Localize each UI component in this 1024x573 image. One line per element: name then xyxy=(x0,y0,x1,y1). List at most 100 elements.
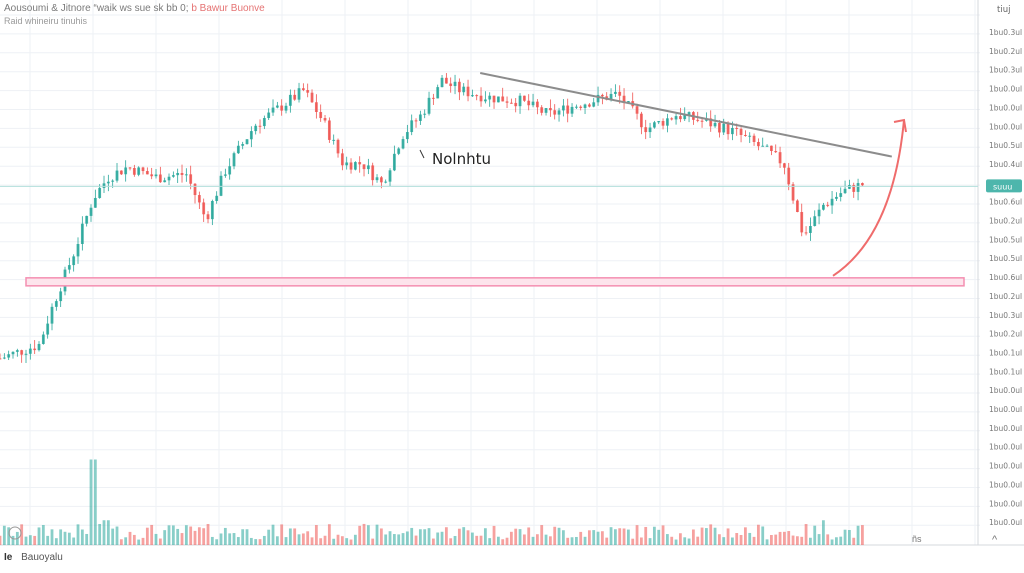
volume-bar xyxy=(353,534,357,545)
volume-bar xyxy=(202,528,206,545)
candle-body xyxy=(11,351,15,355)
volume-bar xyxy=(33,535,37,545)
candle-body xyxy=(388,170,392,182)
candle-body xyxy=(440,77,444,88)
volume-bar xyxy=(756,524,760,545)
candle-body xyxy=(713,122,717,127)
candle-body xyxy=(570,106,574,114)
volume-bar xyxy=(674,539,678,545)
time-axis-label: ñs xyxy=(912,534,922,544)
candle-body xyxy=(730,127,734,135)
volume-bar xyxy=(774,534,778,545)
volume-bar xyxy=(111,528,115,545)
volume-bar xyxy=(2,525,6,545)
volume-bar xyxy=(600,531,604,545)
candle-body xyxy=(453,81,457,87)
candle-body xyxy=(830,198,834,206)
candle-body xyxy=(80,223,84,244)
volume-bar xyxy=(280,524,284,545)
candle-body xyxy=(124,167,128,175)
volume-bar xyxy=(171,525,175,545)
candle-body xyxy=(0,358,2,360)
volume-bar xyxy=(254,539,258,545)
volume-bar xyxy=(722,537,726,545)
candle-body xyxy=(219,175,223,196)
volume-bar xyxy=(730,537,734,545)
candle-body xyxy=(804,232,808,234)
volume-bar xyxy=(509,531,513,545)
volume-bar xyxy=(778,531,782,545)
volume-bar xyxy=(145,527,149,545)
footer-bar: Ie Bauoyalu xyxy=(4,552,63,563)
volume-bar xyxy=(46,535,50,545)
candle-body xyxy=(557,110,561,115)
candle-body xyxy=(800,212,804,233)
volume-bar xyxy=(271,524,275,545)
volume-bar xyxy=(124,537,128,545)
candle-body xyxy=(102,183,106,188)
volume-bar xyxy=(713,527,717,545)
candle-body xyxy=(163,180,167,183)
y-tick-label: 1bu0.1ul xyxy=(989,348,1022,357)
y-tick-label: 1bu0.0ul xyxy=(989,462,1022,471)
volume-bar xyxy=(262,535,266,545)
candle-body xyxy=(184,174,188,176)
volume-bar xyxy=(41,525,45,545)
volume-bar xyxy=(470,532,474,545)
volume-bar xyxy=(861,525,864,545)
candle-body xyxy=(2,357,6,359)
volume-bar xyxy=(340,536,344,545)
volume-bar xyxy=(856,525,860,545)
volume-bar xyxy=(245,529,249,545)
chevron-up-icon[interactable]: ^ xyxy=(992,534,998,546)
y-axis-top-label: tiuj xyxy=(997,5,1010,15)
candle-body xyxy=(111,180,115,182)
candle-body xyxy=(449,83,453,87)
volume-bar xyxy=(258,539,262,545)
candle-body xyxy=(778,152,782,164)
candle-body xyxy=(492,95,496,103)
candle-body xyxy=(592,102,596,107)
projection-arrowhead xyxy=(893,118,907,133)
volume-bar xyxy=(418,529,422,545)
volume-bar xyxy=(548,536,552,545)
volume-bar xyxy=(531,536,535,545)
volume-bar xyxy=(59,529,63,545)
volume-bar xyxy=(843,529,847,545)
volume-bar xyxy=(804,524,808,545)
candle-body xyxy=(622,95,626,104)
volume-bar xyxy=(652,526,656,545)
volume-bar xyxy=(67,532,71,545)
volume-bar xyxy=(141,537,145,545)
y-tick-label: 1bu0.2ul xyxy=(989,292,1022,301)
volume-bar xyxy=(167,525,171,545)
candle-body xyxy=(483,99,487,102)
candle-body xyxy=(288,94,292,106)
symbol-info-accent: b Bawur Buonve xyxy=(191,3,265,14)
volume-bar xyxy=(626,529,630,545)
candle-body xyxy=(85,215,89,224)
candle-body xyxy=(262,118,266,127)
candle-body xyxy=(249,131,253,140)
volume-bar xyxy=(847,530,851,545)
candle-body xyxy=(280,105,284,111)
candle-body xyxy=(561,105,565,111)
y-tick-label: 1bu0.3ul xyxy=(989,66,1022,75)
candle-body xyxy=(821,204,825,210)
candle-body xyxy=(33,348,37,351)
volume-bar xyxy=(63,531,67,545)
candle-body xyxy=(726,123,730,135)
volume-bar xyxy=(761,526,765,545)
candle-body xyxy=(158,174,162,183)
candle-body xyxy=(145,171,149,175)
candle-body xyxy=(769,145,773,152)
volume-bar xyxy=(457,528,461,545)
candle-body xyxy=(15,350,19,352)
candle-body xyxy=(115,170,119,181)
volume-bar xyxy=(631,538,635,545)
candle-body xyxy=(756,141,760,147)
y-tick-label: 1bu0.5ul xyxy=(989,254,1022,263)
candle-body xyxy=(397,148,401,154)
